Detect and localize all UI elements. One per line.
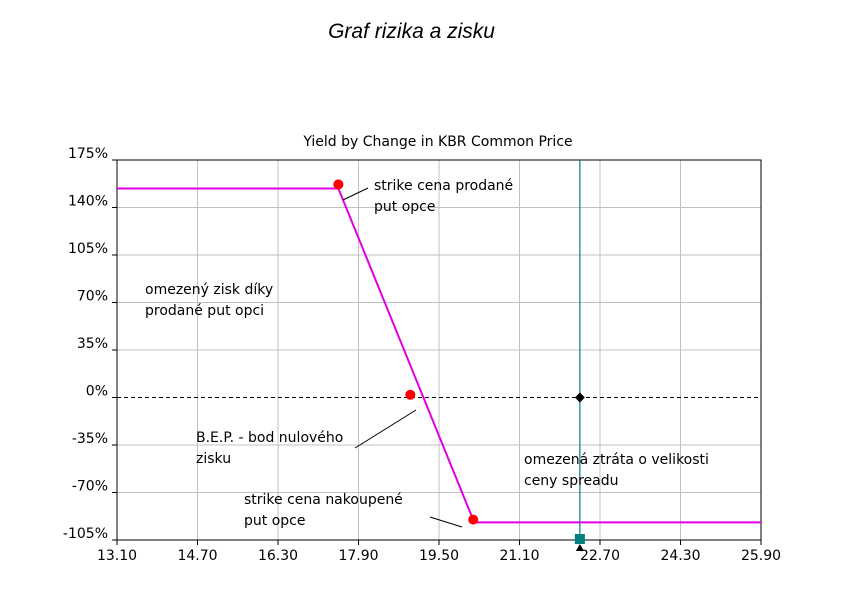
annotation-bep-line2: zisku — [196, 451, 231, 467]
x-tick-label: 13.10 — [97, 548, 137, 564]
annotation-leaders — [342, 187, 463, 528]
y-tick-label: 35% — [77, 336, 108, 352]
annotation-strike-sold-line2: put opce — [374, 199, 435, 215]
y-tick-label: 0% — [86, 384, 108, 400]
page-title: Graf rizika a zisku — [328, 20, 495, 43]
x-tick-label: 17.90 — [338, 548, 378, 564]
leader-strike-sold — [342, 187, 369, 201]
annotation-strike-bought-line1: strike cena nakoupené — [244, 492, 403, 508]
annotation-limited-profit-line2: prodané put opci — [145, 303, 264, 319]
leader-strike-bought — [429, 516, 463, 528]
y-tick-label: -35% — [72, 431, 108, 447]
annotation-limited-profit: omezený zisk díky prodané put opci — [145, 282, 278, 319]
x-tick-label: 22.70 — [580, 548, 620, 564]
yield-series-line — [117, 187, 761, 524]
current-price-arrow — [575, 544, 584, 551]
data-marker — [405, 389, 416, 400]
x-tick-label: 19.50 — [419, 548, 459, 564]
current-price-handle — [574, 534, 585, 544]
x-tick-label: 25.90 — [741, 548, 781, 564]
current-point-diamond — [574, 392, 585, 403]
y-axis-ticks: 175% 140% 105% 70% 35% 0% -35% -70% -105% — [63, 146, 117, 542]
y-tick-label: -105% — [63, 526, 108, 542]
y-tick-label: 175% — [68, 146, 108, 162]
leader-bep — [354, 409, 417, 449]
markers — [333, 179, 479, 525]
annotation-strike-sold-line1: strike cena prodané — [374, 178, 513, 194]
x-tick-label: 24.30 — [660, 548, 700, 564]
x-axis-ticks: 13.10 14.70 16.30 17.90 19.50 21.10 22.70 24.30… — [97, 540, 781, 564]
y-tick-label: 70% — [77, 289, 108, 305]
data-marker — [333, 179, 344, 190]
y-tick-label: -70% — [72, 479, 108, 495]
x-tick-label: 16.30 — [258, 548, 298, 564]
chart-title: Yield by Change in KBR Common Price — [302, 134, 572, 150]
x-tick-label: 14.70 — [177, 548, 217, 564]
annotation-bep-line1: B.E.P. - bod nulového — [196, 430, 343, 446]
annotation-limited-loss: omezená ztráta o velikosti ceny spreadu — [524, 452, 713, 489]
current-price-marks — [574, 392, 585, 551]
x-tick-label: 21.10 — [499, 548, 539, 564]
annotation-strike-bought: strike cena nakoupené put opce — [244, 492, 407, 529]
annotation-strike-sold: strike cena prodané put opce — [374, 178, 518, 215]
y-tick-label: 140% — [68, 194, 108, 210]
annotation-limited-profit-line1: omezený zisk díky — [145, 282, 273, 298]
annotation-limited-loss-line2: ceny spreadu — [524, 473, 619, 489]
annotation-strike-bought-line2: put opce — [244, 513, 305, 529]
annotation-limited-loss-line1: omezená ztráta o velikosti — [524, 452, 709, 468]
y-tick-label: 105% — [68, 241, 108, 257]
annotation-bep: B.E.P. - bod nulového zisku — [196, 430, 348, 467]
data-marker — [468, 514, 479, 525]
grid — [116, 159, 762, 541]
